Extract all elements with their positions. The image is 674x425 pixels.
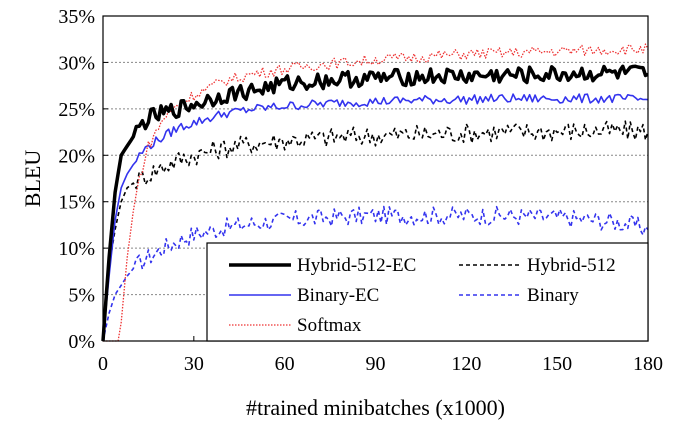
legend: Hybrid-512-EC Hybrid-512 Binary-EC Binary So…: [206, 242, 649, 342]
y-axis-label: BLEU: [20, 150, 45, 208]
series-line-binary-ec: [102, 93, 649, 342]
y-tick-label: 5%: [68, 285, 95, 307]
y-tick-label: 0%: [68, 331, 95, 353]
x-tick-label: 60: [275, 353, 295, 375]
x-axis-ticks: 0 30 60 90 120 150 180: [98, 336, 663, 375]
x-axis-label: #trained minibatches (x1000): [246, 395, 505, 420]
series-line-hybrid-512-ec: [101, 64, 649, 342]
y-axis-ticks: 0% 5% 10% 15% 20% 25% 30% 35%: [58, 6, 108, 353]
y-tick-label: 25%: [58, 99, 95, 121]
series-line-hybrid-512: [102, 120, 649, 342]
legend-label: Binary: [527, 285, 579, 306]
x-tick-label: 30: [184, 353, 204, 375]
series-line-binary: [102, 205, 649, 342]
x-tick-label: 150: [542, 353, 572, 375]
x-tick-label: 180: [633, 353, 663, 375]
y-tick-label: 20%: [58, 145, 95, 167]
x-tick-label: 90: [366, 353, 386, 375]
y-tick-label: 35%: [58, 6, 95, 28]
legend-label: Binary-EC: [297, 285, 379, 306]
y-tick-label: 10%: [58, 238, 95, 260]
x-tick-label: 120: [451, 353, 481, 375]
series-line-softmax: [103, 43, 649, 342]
legend-label: Hybrid-512: [527, 255, 616, 276]
legend-label: Hybrid-512-EC: [297, 255, 416, 276]
x-tick-label: 0: [98, 353, 108, 375]
series-lines: [101, 43, 649, 342]
legend-label: Softmax: [297, 315, 362, 336]
y-tick-label: 15%: [58, 192, 95, 214]
y-tick-label: 30%: [58, 52, 95, 74]
